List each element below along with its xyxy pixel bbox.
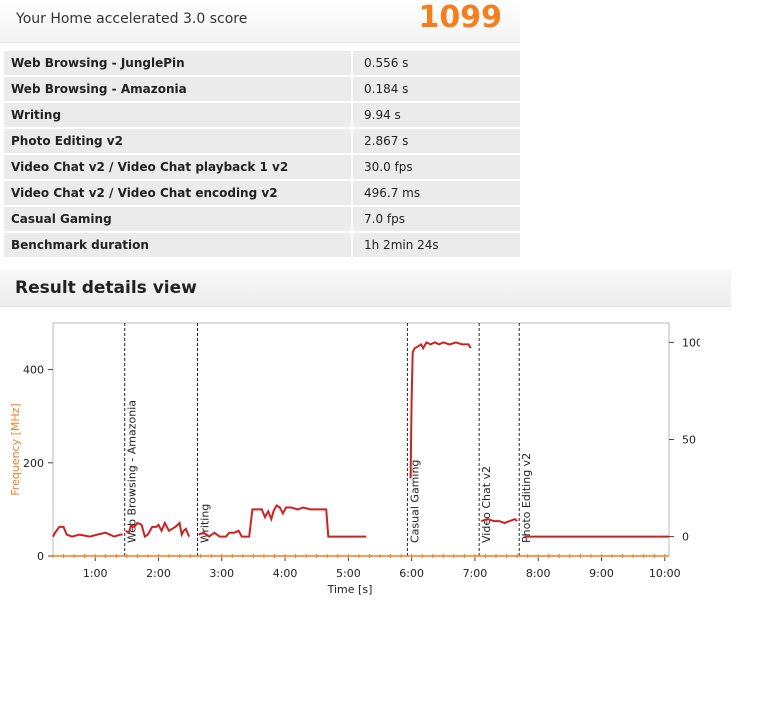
y-left-tick-label: 0 <box>37 550 44 563</box>
table-row: Photo Editing v2 2.867 s <box>4 129 520 153</box>
x-tick-label: 2:00 <box>146 567 171 580</box>
x-tick-label: 7:00 <box>463 567 488 580</box>
percentage-series-line <box>198 504 367 538</box>
percentage-series-line <box>409 341 472 479</box>
plot-area <box>52 322 670 557</box>
metric-name: Video Chat v2 / Video Chat encoding v2 <box>4 181 353 205</box>
score-title: Your Home accelerated 3.0 score <box>16 11 248 27</box>
x-tick-label: 5:00 <box>336 567 361 580</box>
percentage-series-line <box>125 520 191 539</box>
metric-name: Casual Gaming <box>4 207 353 231</box>
table-row: Benchmark duration 1h 2min 24s <box>4 233 520 257</box>
metric-value: 9.94 s <box>353 103 520 127</box>
percentage-series-line <box>480 517 518 525</box>
x-tick-label: 1:00 <box>83 567 108 580</box>
x-tick-label: 4:00 <box>273 567 298 580</box>
section-label: Casual Gaming <box>408 460 421 543</box>
table-row: Web Browsing - JunglePin 0.556 s <box>4 51 520 75</box>
y-right-tick-label: 0 <box>682 531 689 544</box>
x-tick-label: 10:00 <box>649 567 681 580</box>
metric-value: 1h 2min 24s <box>353 233 520 257</box>
metric-name: Web Browsing - JunglePin <box>4 51 353 75</box>
x-tick-label: 6:00 <box>399 567 424 580</box>
metric-name: Photo Editing v2 <box>4 129 353 153</box>
result-details-chart: 0 200 400 0 50 100 1:00 2:00 3:00 4:00 5:00 6:00 7:0… <box>9 322 700 596</box>
table-row: Web Browsing - Amazonia 0.184 s <box>4 77 520 101</box>
table-row: Video Chat v2 / Video Chat encoding v2 4… <box>4 181 520 205</box>
section-label: Video Chat v2 <box>480 466 493 543</box>
x-tick-label: 9:00 <box>589 567 614 580</box>
metric-value: 0.184 s <box>353 77 520 101</box>
x-axis-label: Time [s] <box>327 583 373 596</box>
metric-value: 30.0 fps <box>353 155 520 179</box>
x-tick-label: 8:00 <box>526 567 551 580</box>
metric-value: 7.0 fps <box>353 207 520 231</box>
score-value: 1099 <box>418 0 503 35</box>
metric-name: Benchmark duration <box>4 233 353 257</box>
result-details-title: Result details view <box>15 278 197 298</box>
section-label: Web Browsing - Amazonia <box>126 400 139 543</box>
metrics-table: Web Browsing - JunglePin 0.556 s Web Bro… <box>4 49 520 259</box>
metric-name: Writing <box>4 103 353 127</box>
score-header: Your Home accelerated 3.0 score 1099 <box>0 0 520 43</box>
metric-value: 2.867 s <box>353 129 520 153</box>
metric-value: 0.556 s <box>353 51 520 75</box>
y-left-tick-label: 200 <box>23 457 44 470</box>
percentage-series-line <box>52 525 123 538</box>
y-right-tick-label: 50 <box>682 434 696 447</box>
table-row: Casual Gaming 7.0 fps <box>4 207 520 231</box>
y-left-axis-label: Frequency [MHz] <box>9 403 22 495</box>
y-left-tick-label: 400 <box>23 364 44 377</box>
metric-name: Web Browsing - Amazonia <box>4 77 353 101</box>
metric-name: Video Chat v2 / Video Chat playback 1 v2 <box>4 155 353 179</box>
metric-value: 496.7 ms <box>353 181 520 205</box>
result-details-header: Result details view <box>0 270 731 307</box>
y-right-tick-label: 100 <box>682 336 700 349</box>
section-label: Photo Editing v2 <box>520 453 533 543</box>
table-row: Video Chat v2 / Video Chat playback 1 v2… <box>4 155 520 179</box>
table-row: Writing 9.94 s <box>4 103 520 127</box>
x-tick-label: 3:00 <box>209 567 234 580</box>
